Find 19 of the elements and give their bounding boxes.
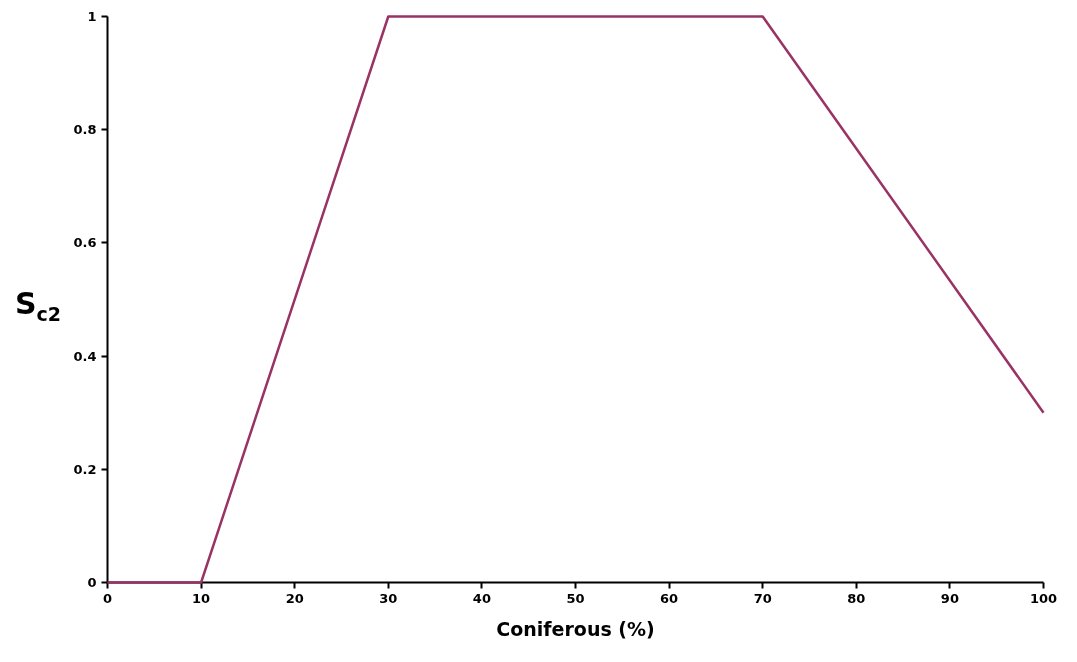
y-tick-label: 1 bbox=[87, 9, 97, 24]
y-tick-label: 0.2 bbox=[73, 461, 97, 477]
y-tick-label: 0.4 bbox=[73, 348, 97, 364]
x-tick-label: 30 bbox=[379, 590, 398, 606]
x-tick-label: 0 bbox=[102, 590, 113, 606]
x-tick-label: 90 bbox=[940, 590, 959, 606]
x-tick-label: 100 bbox=[1029, 590, 1058, 606]
x-tick-label: 70 bbox=[753, 590, 772, 606]
y-tick-label: 0 bbox=[87, 575, 97, 590]
x-tick-label: 80 bbox=[847, 590, 866, 606]
x-tick-label: 10 bbox=[192, 590, 211, 606]
x-tick-label: 60 bbox=[660, 590, 679, 606]
x-tick-label: 40 bbox=[472, 590, 491, 606]
x-tick-label: 20 bbox=[285, 590, 304, 606]
x-tick-label: 50 bbox=[566, 590, 585, 606]
x-axis-title: Coniferous (%) bbox=[496, 617, 655, 640]
y-axis-title: S$_{c2}$ bbox=[15, 285, 62, 327]
y-tick-label: 0.8 bbox=[73, 122, 97, 138]
y-tick-label: 0.6 bbox=[73, 235, 97, 251]
